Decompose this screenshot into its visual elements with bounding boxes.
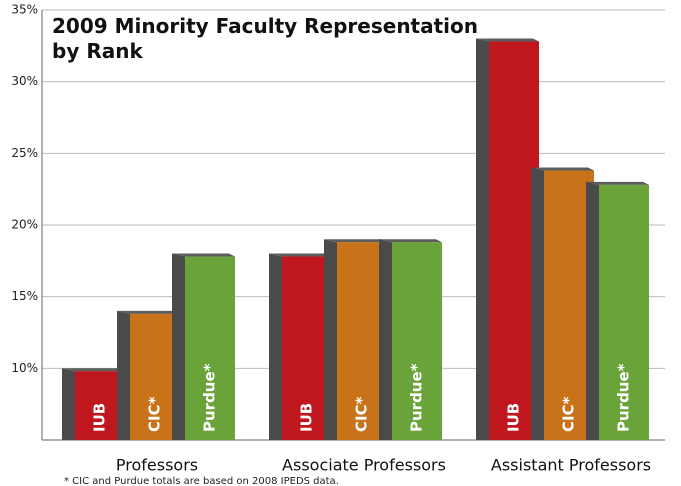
bar-top — [586, 181, 649, 185]
y-tick-label: 10% — [11, 361, 38, 375]
bar-side — [324, 239, 337, 440]
bar-top — [531, 167, 594, 171]
chart-title: 2009 Minority Faculty Representation by … — [52, 14, 479, 63]
y-tick-label: 30% — [11, 74, 38, 88]
bar-label: Purdue* — [201, 363, 219, 432]
bar-side — [172, 253, 185, 440]
bar-top — [476, 38, 539, 42]
bar-label: CIC* — [560, 396, 578, 432]
bar-top — [172, 253, 235, 257]
y-tick-label: 35% — [11, 3, 38, 17]
bar — [392, 242, 442, 440]
bar-side — [586, 181, 599, 440]
y-tick-label: 20% — [11, 218, 38, 232]
bar-label: IUB — [505, 403, 523, 432]
x-tick-label: Assistant Professors — [491, 456, 651, 475]
bar-top — [269, 253, 332, 257]
bar-label: Purdue* — [615, 363, 633, 432]
bar-side — [476, 38, 489, 441]
bar — [489, 41, 539, 441]
bar-top — [324, 239, 387, 243]
bar — [599, 184, 649, 440]
bar-top — [117, 310, 180, 314]
x-tick-label: Professors — [116, 456, 198, 475]
y-tick-label: 25% — [11, 146, 38, 160]
bar-side — [531, 167, 544, 441]
y-tick-label: 15% — [11, 289, 38, 303]
bar-side — [269, 253, 282, 440]
bar-top — [379, 239, 442, 243]
bar — [185, 256, 235, 440]
bar-side — [62, 368, 75, 440]
bar-top — [62, 368, 125, 372]
bar-label: IUB — [91, 403, 109, 432]
x-tick-label: Associate Professors — [282, 456, 446, 475]
bar — [337, 242, 387, 440]
bar — [75, 371, 125, 440]
bar-label: CIC* — [353, 396, 371, 432]
bar-label: Purdue* — [408, 363, 426, 432]
bar-label: IUB — [298, 403, 316, 432]
bar — [544, 170, 594, 441]
footnote: * CIC and Purdue totals are based on 200… — [64, 476, 339, 486]
bar — [282, 256, 332, 440]
bar-side — [117, 310, 130, 440]
bar — [130, 313, 180, 440]
bar-side — [379, 239, 392, 440]
bar-label: CIC* — [146, 396, 164, 432]
